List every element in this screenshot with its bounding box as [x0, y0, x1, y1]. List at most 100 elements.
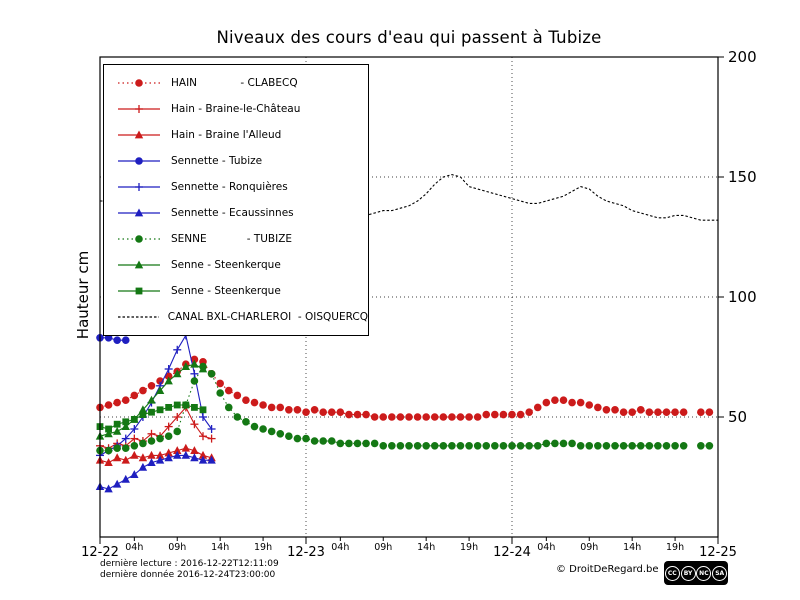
legend-sample-plus [118, 183, 160, 191]
x-day-label: 12-23 [287, 545, 325, 560]
circle-marker [396, 413, 405, 421]
circle-marker [259, 425, 267, 433]
circle-marker [611, 406, 619, 414]
triangle-marker [155, 386, 165, 394]
cc-icon: CC [664, 565, 680, 581]
triangle-marker [198, 450, 208, 459]
circle-marker [267, 427, 276, 436]
series-hain-braine-l-alleud [95, 443, 216, 466]
triangle-marker [164, 448, 173, 457]
circle-marker [156, 434, 164, 443]
triangle-marker [198, 455, 208, 464]
circle-marker [542, 439, 551, 448]
circle-marker [654, 408, 662, 417]
circle-marker [190, 377, 199, 385]
series-line [100, 337, 126, 341]
cc-nc-icon: NC [696, 565, 712, 581]
circle-marker [135, 79, 143, 87]
circle-marker [147, 382, 156, 390]
circle-marker [285, 432, 293, 441]
circle-marker [370, 439, 379, 448]
square-marker [122, 418, 130, 426]
x-hour-label: 19h [460, 542, 478, 553]
circle-marker [422, 442, 430, 450]
footer-last-data: dernière donnée 2016-12-24T23:00:00 [100, 570, 276, 580]
y-tick-label: 200 [728, 48, 757, 66]
circle-marker [602, 406, 611, 414]
circle-marker [508, 442, 516, 450]
triangle-marker [181, 362, 191, 370]
circle-marker [645, 408, 654, 417]
circle-marker [422, 413, 430, 421]
circle-marker [499, 410, 508, 419]
circle-marker [602, 442, 611, 450]
circle-marker [628, 408, 636, 417]
circle-marker [482, 410, 491, 419]
circle-marker [525, 408, 533, 417]
circle-marker [491, 410, 499, 419]
circle-marker [293, 406, 302, 414]
circle-marker [147, 437, 156, 445]
circle-marker [516, 410, 525, 419]
legend-item: CANAL BXL-CHARLEROI - OISQUERCQ [104, 304, 368, 330]
circle-marker [113, 336, 121, 345]
circle-marker [233, 391, 242, 400]
triangle-marker [112, 453, 122, 462]
circle-marker [662, 408, 671, 417]
circle-marker [679, 408, 688, 417]
circle-marker [336, 439, 345, 448]
triangle-marker [138, 462, 148, 471]
legend-label: Senne - Steenkerque [171, 259, 281, 271]
circle-marker [396, 442, 405, 450]
circle-marker [362, 410, 370, 419]
triangle-marker [147, 395, 156, 404]
circle-marker [267, 403, 276, 412]
circle-marker [697, 442, 705, 450]
circle-marker [671, 442, 679, 450]
triangle-marker [190, 453, 199, 462]
circle-marker [388, 442, 396, 450]
circle-marker [705, 408, 714, 417]
square-marker [148, 408, 155, 416]
circle-marker [405, 442, 413, 450]
circle-marker [336, 408, 345, 417]
legend-item: Sennette - Ronquières [104, 174, 368, 200]
circle-marker [533, 403, 542, 412]
circle-marker [130, 442, 139, 450]
y-tick-label: 50 [728, 408, 747, 426]
legend-label: SENNE - TUBIZE [171, 233, 293, 245]
triangle-marker [173, 446, 182, 454]
circle-marker [645, 442, 654, 450]
circle-marker [207, 370, 216, 378]
y-tick-label: 150 [728, 168, 757, 186]
triangle-marker [134, 208, 144, 217]
circle-marker [121, 396, 130, 405]
circle-marker [190, 355, 199, 364]
circle-marker [525, 442, 533, 450]
circle-marker [413, 413, 422, 421]
circle-marker [139, 386, 147, 395]
circle-marker [551, 396, 559, 405]
circle-marker [636, 406, 645, 414]
legend-label: CANAL BXL-CHARLEROI - OISQUERCQ [167, 311, 368, 323]
circle-marker [302, 434, 310, 443]
circle-marker [276, 430, 285, 438]
x-day-label: 12-25 [699, 545, 737, 560]
circle-marker [473, 413, 482, 421]
triangle-marker [130, 470, 139, 478]
triangle-marker [190, 446, 199, 454]
circle-marker [379, 413, 388, 421]
circle-marker [619, 442, 628, 450]
legend-sample-triangle [118, 260, 160, 269]
circle-marker [370, 413, 379, 421]
circle-marker [576, 398, 585, 407]
x-hour-label: 19h [666, 542, 684, 553]
circle-marker [113, 398, 121, 407]
circle-marker [242, 418, 250, 426]
circle-marker [439, 413, 448, 421]
circle-marker [628, 442, 636, 450]
legend: HAIN - CLABECQ Hain - Braine-le-Château Ha… [103, 64, 369, 336]
triangle-marker [104, 484, 113, 493]
legend-label: Sennette - Ronquières [171, 181, 288, 193]
circle-marker [327, 408, 336, 417]
